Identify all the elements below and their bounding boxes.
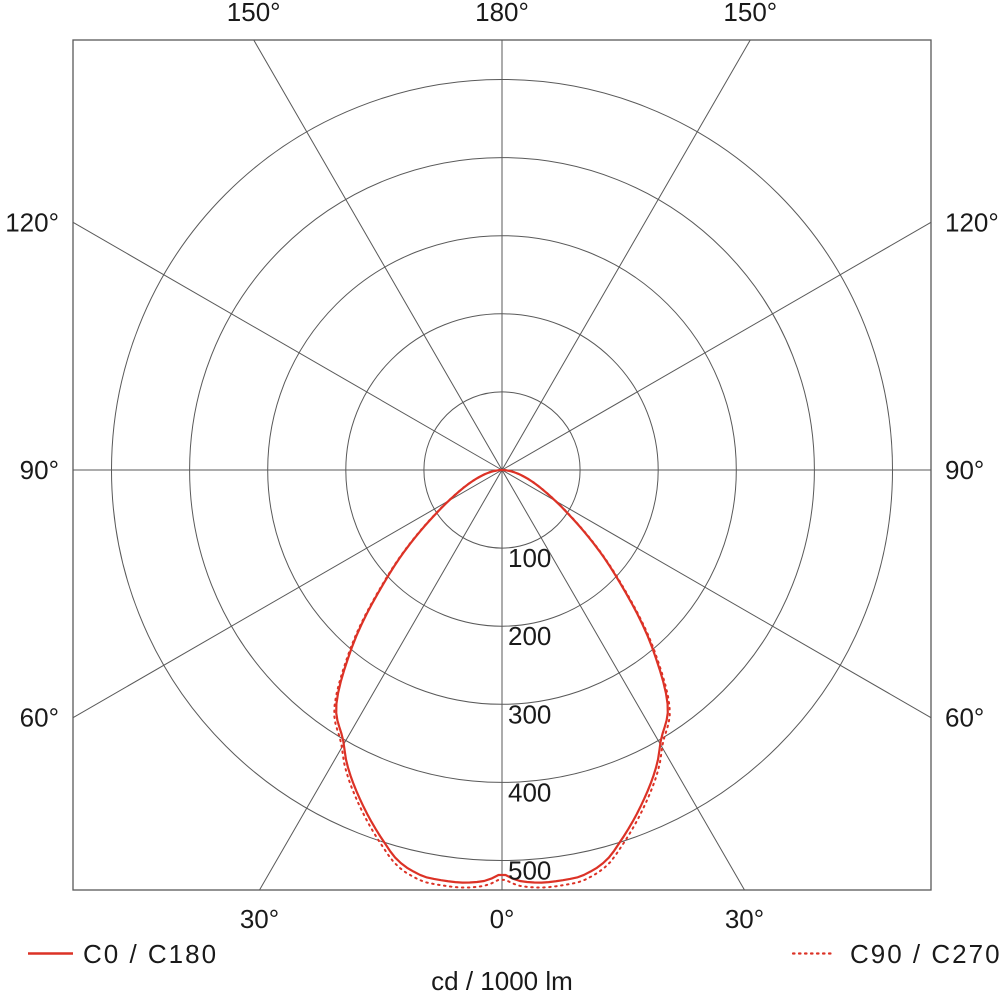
svg-text:30°: 30° bbox=[240, 904, 279, 934]
svg-text:300: 300 bbox=[508, 699, 551, 729]
svg-text:150°: 150° bbox=[723, 0, 777, 27]
svg-text:180°: 180° bbox=[475, 0, 529, 27]
svg-text:90°: 90° bbox=[20, 455, 59, 485]
svg-text:C0 / C180: C0 / C180 bbox=[83, 939, 218, 969]
svg-text:30°: 30° bbox=[725, 904, 764, 934]
svg-text:60°: 60° bbox=[20, 703, 59, 733]
svg-text:100: 100 bbox=[508, 543, 551, 573]
svg-text:60°: 60° bbox=[945, 703, 984, 733]
svg-text:500: 500 bbox=[508, 856, 551, 886]
svg-text:0°: 0° bbox=[490, 904, 515, 934]
svg-text:120°: 120° bbox=[945, 207, 999, 237]
svg-text:90°: 90° bbox=[945, 455, 984, 485]
svg-text:200: 200 bbox=[508, 621, 551, 651]
svg-text:400: 400 bbox=[508, 777, 551, 807]
svg-text:cd / 1000 lm: cd / 1000 lm bbox=[431, 966, 573, 996]
svg-text:C90 / C270: C90 / C270 bbox=[850, 939, 1000, 969]
svg-text:120°: 120° bbox=[5, 207, 59, 237]
svg-text:150°: 150° bbox=[227, 0, 281, 27]
